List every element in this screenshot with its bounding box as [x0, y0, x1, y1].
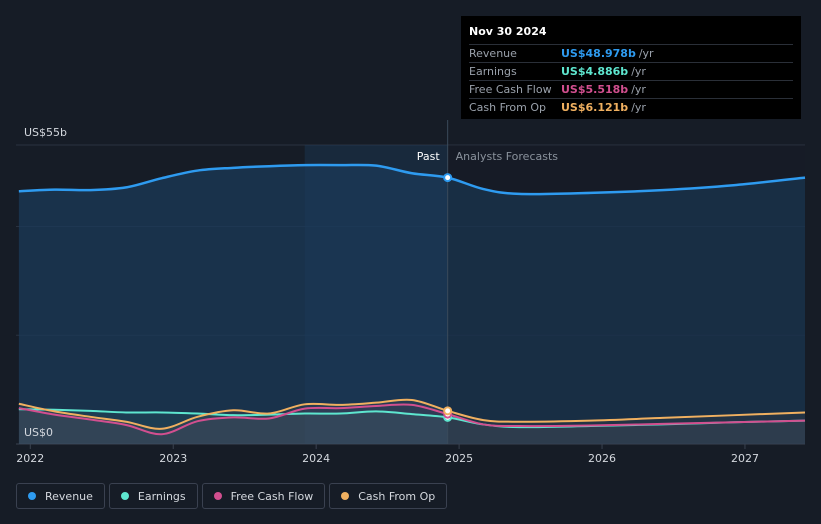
forecast-shade — [447, 145, 805, 444]
legend-dot-icon — [28, 492, 36, 500]
legend-label: Cash From Op — [358, 489, 436, 503]
forecast-label: Analysts Forecasts — [456, 150, 559, 163]
x-tick-label: 2022 — [16, 452, 44, 465]
tooltip-unit: /yr — [631, 101, 646, 114]
tooltip-label: Earnings — [469, 65, 517, 78]
tooltip-row-free-cash-flow: Free Cash Flow US$5.518b /yr — [469, 80, 793, 98]
past-label: Past — [417, 150, 441, 163]
y-axis-bottom-label: US$0 — [24, 426, 53, 439]
tooltip-row-earnings: Earnings US$4.886b /yr — [469, 62, 793, 80]
tooltip: Nov 30 2024 Revenue US$48.978b /yr Earni… — [461, 16, 801, 119]
free-cash-flow-area — [18, 404, 805, 444]
legend-label: Earnings — [137, 489, 186, 503]
legend-label: Revenue — [45, 489, 93, 503]
tooltip-date: Nov 30 2024 — [469, 25, 547, 38]
tooltip-unit: /yr — [631, 65, 646, 78]
tooltip-row-cash-from-op: Cash From Op US$6.121b /yr — [469, 98, 793, 116]
area-fills — [18, 145, 805, 444]
hover-markers — [443, 173, 453, 422]
legend-item-cash-from-op[interactable]: Cash From Op — [329, 483, 448, 509]
x-tick-label: 2026 — [588, 452, 616, 465]
tooltip-unit: /yr — [631, 83, 646, 96]
series-lines — [18, 163, 806, 436]
x-tick-label: 2025 — [445, 452, 473, 465]
legend-dot-icon — [213, 492, 222, 500]
y-axis-top-label: US$55b — [24, 126, 67, 139]
legend-item-earnings[interactable]: Earnings — [108, 483, 198, 509]
x-tick-label: 2024 — [302, 452, 330, 465]
free-cash-flow-line — [18, 403, 806, 436]
legend-dot-icon — [341, 492, 350, 500]
revenue-area — [18, 164, 805, 444]
tooltip-unit: /yr — [638, 47, 654, 60]
legend-item-revenue[interactable]: Revenue — [16, 483, 105, 509]
tooltip-value: US$48.978b — [561, 47, 636, 60]
x-tick-label: 2027 — [731, 452, 759, 465]
tooltip-label: Cash From Op — [469, 101, 547, 114]
legend: Revenue Earnings Free Cash Flow Cash Fro… — [16, 483, 448, 509]
tooltip-value: US$6.121b — [561, 101, 629, 114]
legend-item-free-cash-flow[interactable]: Free Cash Flow — [201, 483, 326, 509]
tooltip-value: US$5.518b — [561, 83, 629, 96]
tooltip-value: US$4.886b — [561, 65, 629, 78]
revenue-line — [18, 163, 806, 196]
tooltip-row-revenue: Revenue US$48.978b /yr — [469, 44, 793, 62]
revenue-marker — [443, 173, 453, 183]
cash-from-op-line — [18, 398, 806, 430]
cash-from-op-area — [18, 399, 805, 444]
tooltip-label: Revenue — [469, 47, 517, 60]
legend-dot-icon — [120, 492, 129, 500]
x-axis: 2022 2023 2024 2025 2026 2027 — [16, 444, 759, 465]
legend-label: Free Cash Flow — [230, 489, 314, 503]
tooltip-label: Free Cash Flow — [469, 83, 552, 96]
x-tick-label: 2023 — [159, 452, 187, 465]
cash-from-op-marker — [443, 406, 453, 416]
